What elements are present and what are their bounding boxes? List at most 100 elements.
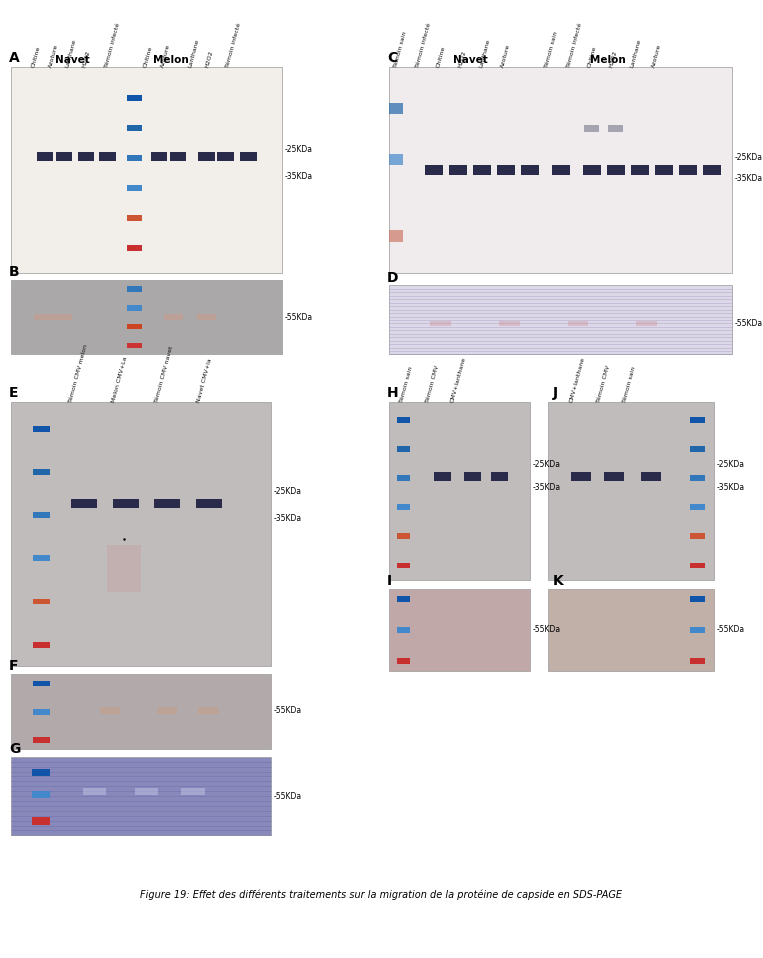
FancyBboxPatch shape bbox=[397, 475, 410, 481]
FancyBboxPatch shape bbox=[151, 152, 167, 162]
FancyBboxPatch shape bbox=[11, 757, 271, 835]
FancyBboxPatch shape bbox=[11, 280, 282, 354]
Text: D: D bbox=[387, 270, 398, 285]
Text: Témoin infecté: Témoin infecté bbox=[105, 22, 121, 68]
FancyBboxPatch shape bbox=[548, 402, 714, 580]
Text: H2O2: H2O2 bbox=[458, 50, 467, 68]
FancyBboxPatch shape bbox=[679, 166, 697, 175]
Text: Témoin CMV navet: Témoin CMV navet bbox=[154, 346, 174, 403]
FancyBboxPatch shape bbox=[703, 166, 721, 175]
FancyBboxPatch shape bbox=[389, 103, 403, 114]
FancyBboxPatch shape bbox=[78, 152, 94, 162]
FancyBboxPatch shape bbox=[165, 313, 183, 320]
FancyBboxPatch shape bbox=[127, 185, 142, 191]
FancyBboxPatch shape bbox=[71, 499, 97, 508]
Text: Témoin sain: Témoin sain bbox=[623, 366, 637, 403]
Text: -55KDa: -55KDa bbox=[735, 319, 763, 328]
Text: Témoin CMV melon: Témoin CMV melon bbox=[69, 344, 89, 403]
Text: Témoin infecté: Témoin infecté bbox=[566, 22, 583, 68]
FancyBboxPatch shape bbox=[655, 166, 673, 175]
FancyBboxPatch shape bbox=[690, 475, 705, 481]
FancyBboxPatch shape bbox=[127, 285, 142, 291]
FancyBboxPatch shape bbox=[397, 596, 410, 602]
Text: Melon: Melon bbox=[590, 56, 626, 65]
Text: B: B bbox=[9, 264, 20, 279]
FancyBboxPatch shape bbox=[690, 505, 705, 511]
FancyBboxPatch shape bbox=[135, 788, 158, 795]
Text: F: F bbox=[9, 659, 18, 673]
FancyBboxPatch shape bbox=[389, 589, 530, 671]
FancyBboxPatch shape bbox=[11, 674, 271, 749]
Text: H2O2: H2O2 bbox=[609, 50, 618, 68]
Text: -35KDa: -35KDa bbox=[716, 483, 745, 491]
FancyBboxPatch shape bbox=[389, 67, 732, 273]
FancyBboxPatch shape bbox=[195, 499, 221, 508]
Text: E: E bbox=[9, 386, 18, 400]
FancyBboxPatch shape bbox=[240, 152, 256, 162]
FancyBboxPatch shape bbox=[127, 324, 142, 330]
FancyBboxPatch shape bbox=[127, 155, 142, 161]
FancyBboxPatch shape bbox=[548, 589, 714, 671]
FancyBboxPatch shape bbox=[127, 95, 142, 101]
FancyBboxPatch shape bbox=[389, 154, 403, 166]
FancyBboxPatch shape bbox=[604, 472, 624, 481]
FancyBboxPatch shape bbox=[108, 544, 141, 592]
FancyBboxPatch shape bbox=[33, 680, 50, 686]
FancyBboxPatch shape bbox=[37, 152, 53, 162]
Text: Azoture: Azoture bbox=[48, 43, 59, 68]
FancyBboxPatch shape bbox=[434, 472, 451, 481]
FancyBboxPatch shape bbox=[33, 642, 50, 648]
FancyBboxPatch shape bbox=[473, 166, 491, 175]
FancyBboxPatch shape bbox=[127, 245, 142, 251]
FancyBboxPatch shape bbox=[56, 152, 72, 162]
FancyBboxPatch shape bbox=[571, 472, 591, 481]
FancyBboxPatch shape bbox=[397, 446, 410, 452]
Text: -55KDa: -55KDa bbox=[285, 312, 313, 322]
FancyBboxPatch shape bbox=[499, 321, 520, 327]
FancyBboxPatch shape bbox=[389, 402, 530, 580]
Text: -25KDa: -25KDa bbox=[735, 153, 763, 162]
FancyBboxPatch shape bbox=[33, 738, 50, 743]
Text: Melon CMV+La: Melon CMV+La bbox=[111, 356, 128, 403]
FancyBboxPatch shape bbox=[33, 426, 50, 432]
Text: Témoin CMV: Témoin CMV bbox=[425, 365, 439, 403]
FancyBboxPatch shape bbox=[53, 313, 72, 320]
FancyBboxPatch shape bbox=[690, 534, 705, 539]
FancyBboxPatch shape bbox=[690, 446, 705, 452]
FancyBboxPatch shape bbox=[430, 321, 451, 327]
Text: -25KDa: -25KDa bbox=[273, 488, 301, 496]
FancyBboxPatch shape bbox=[33, 599, 50, 604]
FancyBboxPatch shape bbox=[170, 152, 186, 162]
Text: -55KDa: -55KDa bbox=[273, 791, 301, 801]
Text: K: K bbox=[552, 574, 563, 588]
FancyBboxPatch shape bbox=[198, 152, 214, 162]
FancyBboxPatch shape bbox=[397, 627, 410, 632]
Text: Navet: Navet bbox=[55, 56, 90, 65]
Text: -55KDa: -55KDa bbox=[716, 626, 745, 634]
Text: Azoture: Azoture bbox=[501, 43, 511, 68]
Text: C: C bbox=[387, 51, 397, 65]
Text: -35KDa: -35KDa bbox=[533, 483, 561, 491]
FancyBboxPatch shape bbox=[521, 166, 539, 175]
FancyBboxPatch shape bbox=[32, 790, 50, 798]
Text: Chitine: Chitine bbox=[436, 45, 447, 68]
FancyBboxPatch shape bbox=[449, 166, 467, 175]
Text: -35KDa: -35KDa bbox=[285, 171, 313, 181]
FancyBboxPatch shape bbox=[397, 505, 410, 511]
FancyBboxPatch shape bbox=[397, 418, 410, 423]
FancyBboxPatch shape bbox=[127, 305, 142, 310]
FancyBboxPatch shape bbox=[583, 166, 600, 175]
FancyBboxPatch shape bbox=[100, 707, 121, 714]
FancyBboxPatch shape bbox=[389, 285, 732, 354]
FancyBboxPatch shape bbox=[425, 166, 443, 175]
FancyBboxPatch shape bbox=[690, 562, 705, 568]
FancyBboxPatch shape bbox=[127, 216, 142, 221]
Text: Lanthane: Lanthane bbox=[479, 38, 491, 68]
Text: Azoture: Azoture bbox=[652, 43, 662, 68]
FancyBboxPatch shape bbox=[636, 321, 657, 327]
FancyBboxPatch shape bbox=[690, 627, 705, 632]
FancyBboxPatch shape bbox=[389, 230, 403, 242]
FancyBboxPatch shape bbox=[690, 418, 705, 423]
Text: A: A bbox=[9, 51, 20, 65]
Text: Témoin sain: Témoin sain bbox=[394, 31, 408, 68]
